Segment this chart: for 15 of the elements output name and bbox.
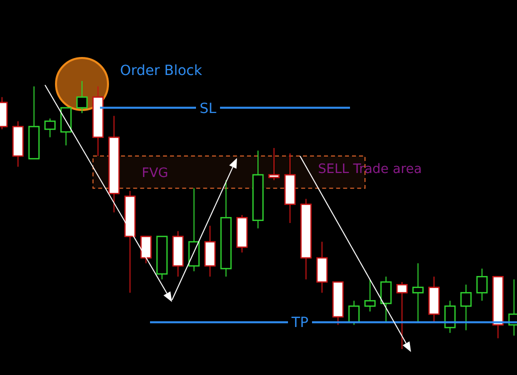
candlestick	[364, 278, 376, 312]
ref-line-label: SL	[200, 100, 217, 117]
candlestick	[140, 236, 152, 264]
candlestick	[396, 282, 408, 350]
candlestick	[476, 268, 488, 302]
candlestick	[268, 148, 280, 181]
text: Order Block	[120, 63, 203, 79]
candlestick	[76, 80, 88, 114]
candlestick	[460, 284, 472, 331]
candlestick	[412, 262, 424, 323]
band-label: FVG	[142, 166, 168, 182]
candlestick	[380, 276, 392, 323]
ref-line-label: TP	[290, 315, 308, 332]
annotation: SELL Trade area	[318, 162, 422, 178]
candlestick	[44, 118, 56, 138]
